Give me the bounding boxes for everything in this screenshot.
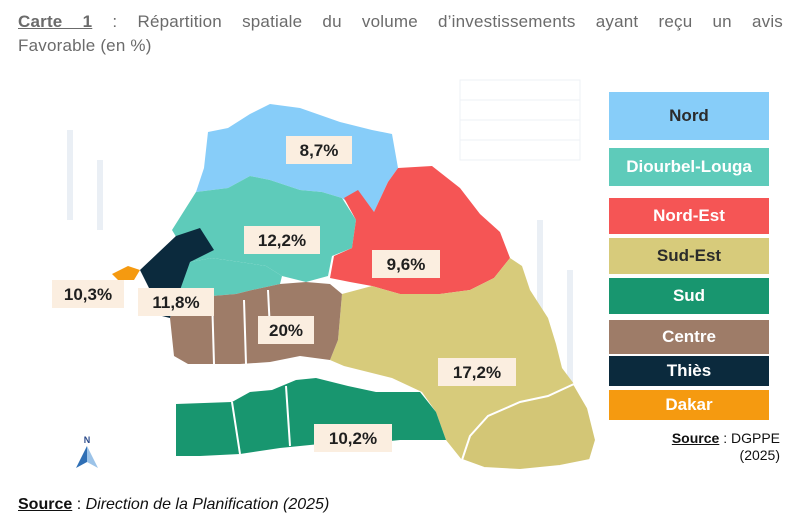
- legend-item-sud: Sud: [609, 278, 769, 314]
- title-text: : Répartition spatiale du volume d’inves…: [92, 12, 784, 31]
- north-arrow-icon: N: [76, 435, 98, 468]
- label-dakar: 10,3%: [52, 280, 124, 308]
- region-dakar[interactable]: [112, 266, 140, 280]
- title-label: Carte 1: [18, 12, 93, 31]
- legend-label: Diourbel-Louga: [626, 157, 752, 176]
- svg-text:9,6%: 9,6%: [387, 255, 426, 274]
- map-title: Carte 1 : Répartition spatiale du volume…: [18, 10, 783, 58]
- label-sud-est: 17,2%: [438, 358, 516, 386]
- legend-label: Nord: [669, 106, 709, 125]
- legend-label: Dakar: [665, 395, 713, 414]
- svg-text:10,3%: 10,3%: [64, 285, 112, 304]
- label-nord-est: 9,6%: [372, 250, 440, 278]
- bottom-source: Source : Direction de la Planification (…: [18, 496, 329, 514]
- legend-item-sud-est: Sud-Est: [609, 238, 769, 274]
- legend-item-nord-est: Nord-Est: [609, 198, 769, 234]
- map-source-text: : DGPPE: [719, 430, 780, 446]
- svg-text:12,2%: 12,2%: [258, 231, 306, 250]
- legend-label: Nord-Est: [653, 206, 725, 225]
- background-decoration: [67, 79, 581, 390]
- north-arrow-label: N: [84, 435, 91, 445]
- legend-label: Centre: [662, 327, 716, 346]
- label-centre: 20%: [258, 316, 314, 344]
- bottom-source-label: Source: [18, 496, 73, 513]
- region-sud-est-east[interactable]: [460, 382, 598, 472]
- legend-item-nord: Nord: [609, 92, 769, 140]
- svg-text:17,2%: 17,2%: [453, 363, 501, 382]
- svg-text:10,2%: 10,2%: [329, 429, 377, 448]
- map-source-year: (2025): [739, 447, 780, 463]
- label-sud: 10,2%: [314, 424, 392, 452]
- map-source: Source : DGPPE (2025): [640, 430, 780, 464]
- legend-item-centre: Centre: [609, 320, 769, 354]
- bottom-source-text: Direction de la Planification (2025): [81, 496, 330, 513]
- title-line-2: Favorable (en %): [18, 36, 152, 55]
- svg-text:11,8%: 11,8%: [152, 293, 199, 312]
- region-sud[interactable]: [176, 378, 446, 456]
- map-source-label: Source: [671, 430, 720, 446]
- svg-text:8,7%: 8,7%: [300, 141, 339, 160]
- label-diourbel-louga: 12,2%: [244, 226, 320, 254]
- svg-text:20%: 20%: [269, 321, 303, 340]
- label-nord: 8,7%: [286, 136, 352, 164]
- legend-item-thies: Thiès: [609, 356, 769, 386]
- region-sud-west-border: [231, 385, 291, 455]
- legend-item-dakar: Dakar: [609, 390, 769, 420]
- bottom-source-sep: :: [72, 496, 82, 513]
- legend-label: Sud-Est: [656, 246, 722, 265]
- title-line-1: Carte 1 : Répartition spatiale du volume…: [18, 10, 783, 34]
- label-thies: 11,8%: [138, 288, 214, 316]
- legend-label: Thiès: [666, 361, 712, 380]
- legend-label: Sud: [672, 286, 706, 305]
- legend-item-diourbel-louga: Diourbel-Louga: [609, 148, 769, 186]
